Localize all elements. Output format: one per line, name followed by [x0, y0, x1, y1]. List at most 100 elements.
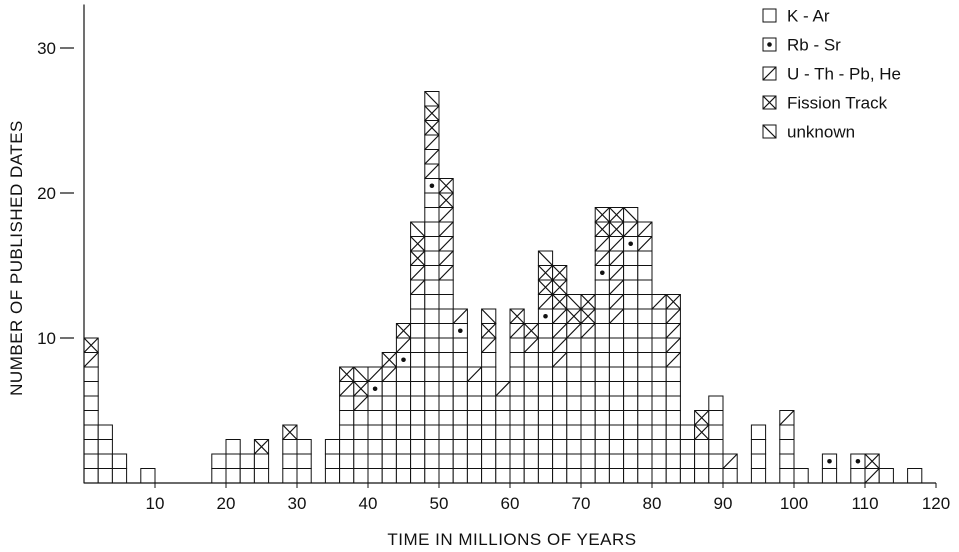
bar-cell-KAr	[424, 279, 440, 295]
bar-cell-KAr	[580, 381, 596, 397]
bar-cell-UThPb	[552, 323, 568, 339]
bar-cell-KAr	[580, 424, 596, 440]
bar-cell-FT	[424, 105, 440, 121]
legend-item: U - Th - Pb, He	[762, 65, 901, 84]
bar-cell-KAr	[466, 381, 483, 397]
bar-cell-UThPb	[381, 366, 397, 382]
bar-cell-KAr	[367, 453, 383, 469]
bar-cell-KAr	[637, 439, 653, 455]
bar-cell-UThPb	[552, 337, 568, 353]
bar-cell-UThPb	[722, 453, 738, 469]
bar-cell-KAr	[651, 337, 667, 353]
bar-cell-KAr	[651, 424, 667, 440]
bar-cell-KAr	[395, 439, 412, 455]
bar-cell-KAr	[452, 468, 468, 484]
bar-cell-FT	[410, 236, 426, 252]
y-tick-label: 10	[37, 329, 56, 348]
bar-cell-KAr	[424, 424, 440, 440]
bar-cell-KAr	[708, 453, 724, 469]
bar-cell-KAr	[594, 308, 610, 324]
bar-cell-KAr	[566, 381, 582, 397]
bar-cell-KAr	[580, 337, 596, 353]
y-tick-label: 30	[37, 39, 56, 58]
x-tick-label: 90	[714, 494, 733, 513]
bar-cell-KAr	[466, 453, 483, 469]
bar-cell-KAr	[594, 323, 610, 339]
bar-cell-KAr	[594, 410, 610, 426]
bar-cell-KAr	[509, 468, 525, 484]
legend-swatch	[762, 66, 777, 81]
bar-cell-KAr	[594, 352, 610, 368]
histogram-bars	[83, 91, 923, 484]
bar-cell-RbSr	[623, 236, 639, 252]
bar-cell-UThPb	[665, 337, 681, 353]
bar-cell-UThPb	[552, 352, 568, 368]
bar-cell-KAr	[651, 453, 667, 469]
bar-cell-UThPb	[608, 279, 625, 295]
bar-cell-UThPb	[424, 149, 440, 165]
bar-cell-KAr	[537, 395, 554, 411]
bar-cell-KAr	[779, 424, 795, 440]
bar-cell-KAr	[438, 453, 454, 469]
bar-cell-KAr	[438, 308, 454, 324]
bar-cell-KAr	[424, 453, 440, 469]
bar-cell-unk	[410, 221, 426, 237]
bar-cell-KAr	[580, 366, 596, 382]
x-tick-label: 100	[780, 494, 808, 513]
bar-cell-UThPb	[424, 134, 440, 150]
bar-cell-KAr	[537, 352, 554, 368]
bar-cell-KAr	[381, 410, 397, 426]
axes	[60, 4, 937, 488]
bar-cell-KAr	[111, 453, 128, 469]
bar-cell-KAr	[367, 439, 383, 455]
bar-cell-KAr	[623, 294, 639, 310]
bar-cell-KAr	[608, 323, 625, 339]
bar-cell-UThPb	[367, 366, 383, 382]
bar-cell-KAr	[637, 352, 653, 368]
bar-cell-KAr	[339, 395, 355, 411]
bar-cell-KAr	[211, 453, 227, 469]
bar-cell-KAr	[523, 352, 539, 368]
bar-cell-UThPb	[779, 410, 795, 426]
bar-cell-KAr	[552, 453, 568, 469]
bar-cell-KAr	[608, 352, 625, 368]
bar-cell-FT	[253, 439, 270, 455]
bar-cell-KAr	[594, 337, 610, 353]
bar-cell-KAr	[97, 439, 113, 455]
bar-cell-KAr	[395, 468, 412, 484]
bar-cell-KAr	[608, 468, 625, 484]
bar-cell-KAr	[566, 453, 582, 469]
bar-cell-KAr	[722, 468, 738, 484]
x-tick-label: 70	[572, 494, 591, 513]
bar-cell-KAr	[623, 265, 639, 281]
bar-cell-KAr	[353, 468, 369, 484]
bar-cell-KAr	[424, 192, 440, 208]
bar-cell-KAr	[623, 323, 639, 339]
bar-cell-KAr	[566, 424, 582, 440]
bar-cell-UThPb	[665, 308, 681, 324]
bar-cell-KAr	[282, 439, 298, 455]
bar-cell-KAr	[779, 468, 795, 484]
bar-cell-KAr	[466, 424, 483, 440]
bar-cell-KAr	[608, 381, 625, 397]
bar-cell-KAr	[495, 439, 511, 455]
bar-cell-KAr	[665, 468, 681, 484]
y-tick-label: 20	[37, 184, 56, 203]
bar-cell-FT	[608, 207, 625, 223]
bar-cell-FT	[580, 308, 596, 324]
bar-cell-UThPb	[339, 381, 355, 397]
bar-cell-KAr	[481, 352, 497, 368]
bar-cell-FT	[438, 192, 454, 208]
bar-cell-UThPb	[438, 236, 454, 252]
bar-cell-UThPb	[410, 279, 426, 295]
bar-cell-KAr	[438, 294, 454, 310]
bar-cell-FT	[580, 294, 596, 310]
bar-cell-KAr	[367, 395, 383, 411]
bar-cell-KAr	[410, 468, 426, 484]
bar-cell-UThPb	[637, 236, 653, 252]
bar-cell-KAr	[424, 410, 440, 426]
bar-cell-KAr	[424, 294, 440, 310]
bar-cell-KAr	[637, 453, 653, 469]
bar-cell-KAr	[424, 366, 440, 382]
bar-cell-KAr	[225, 453, 241, 469]
